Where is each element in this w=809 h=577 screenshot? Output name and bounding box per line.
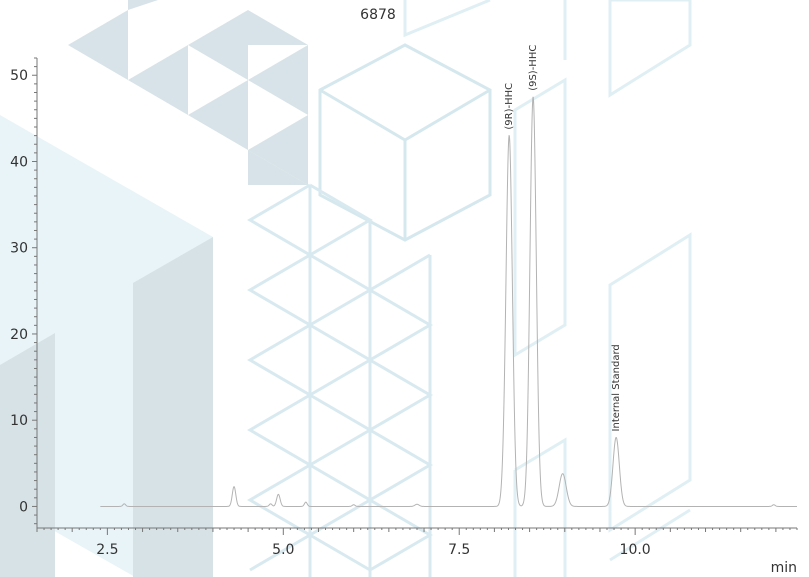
axes: 0 10 20 30 40 50 2.5 5.0 7.5 10.0 bbox=[10, 57, 798, 558]
bg-triangle-mosaic bbox=[68, 0, 308, 185]
y-tick-label: 30 bbox=[10, 241, 28, 257]
y-tick-label: 40 bbox=[10, 154, 28, 170]
peak-label: Internal Standard bbox=[611, 344, 622, 431]
y-tick-label: 50 bbox=[10, 68, 28, 84]
bg-zigzag bbox=[247, 183, 433, 577]
chart-title: 6878 bbox=[360, 7, 396, 23]
bg-band-grey-small bbox=[0, 333, 55, 577]
peak-label: (9S)-HHC bbox=[528, 45, 539, 91]
x-axis-label: min bbox=[771, 560, 797, 576]
y-tick-label: 0 bbox=[19, 499, 28, 515]
y-tick-label: 10 bbox=[10, 413, 28, 429]
bg-cube bbox=[318, 43, 492, 242]
peak-point bbox=[503, 497, 504, 498]
x-tick-label: 5.0 bbox=[272, 542, 294, 558]
x-tick-label: 10.0 bbox=[620, 542, 651, 558]
x-tick-label: 2.5 bbox=[96, 542, 118, 558]
peak-label: (9R)-HHC bbox=[504, 83, 515, 130]
peak-annotations: (9R)-HHC (9S)-HHC Internal Standard bbox=[504, 45, 622, 432]
y-tick-label: 20 bbox=[10, 327, 28, 343]
bg-band-grey bbox=[133, 237, 213, 577]
x-tick-label: 7.5 bbox=[448, 542, 470, 558]
peak-markers bbox=[124, 96, 775, 505]
chromatogram-trace bbox=[100, 96, 797, 507]
